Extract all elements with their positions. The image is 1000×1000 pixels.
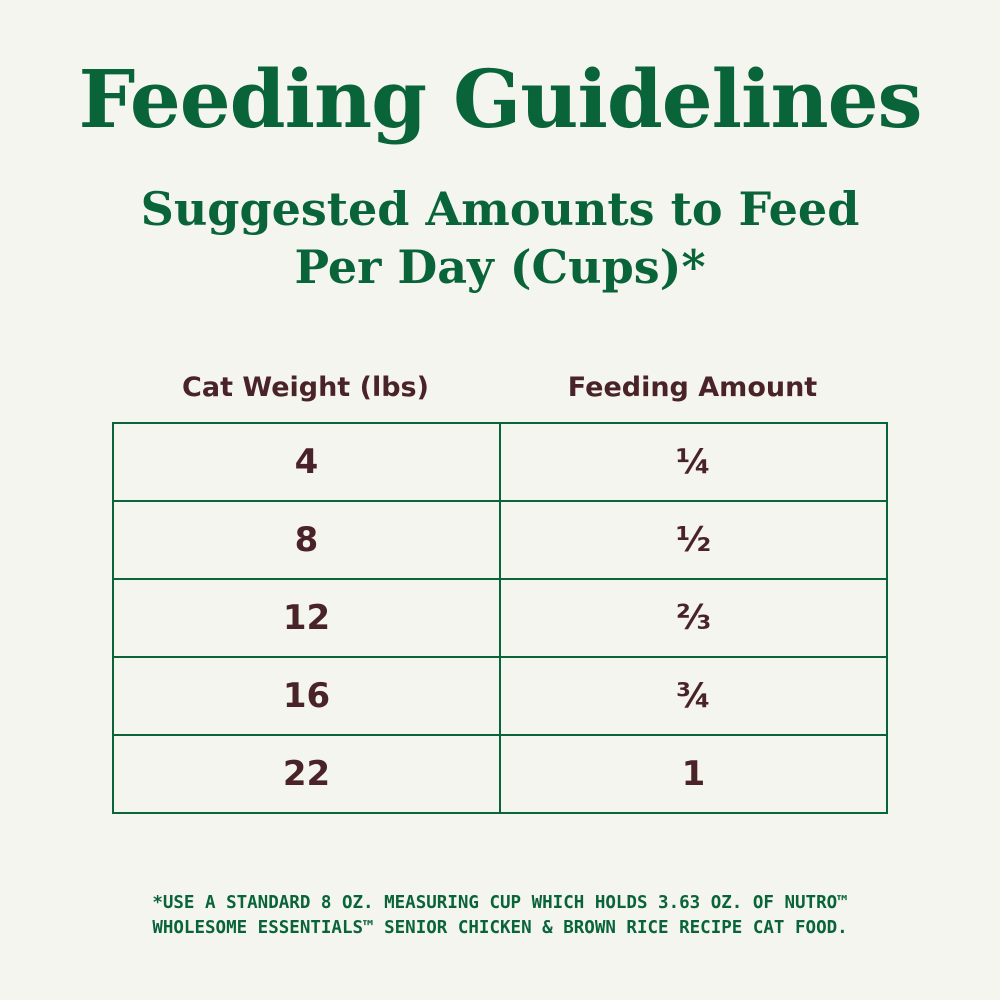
table-row: 22 1: [112, 734, 888, 814]
column-header: Cat Weight (lbs): [182, 372, 429, 403]
column-header: Feeding Amount: [567, 372, 818, 403]
table-row: 12 ⅔: [112, 578, 888, 658]
subtitle: Suggested Amounts to Feed: [140, 182, 860, 236]
table-cell: ⅔: [499, 578, 888, 658]
table-cell: ½: [499, 500, 888, 580]
table-cell: 16: [112, 656, 501, 736]
table-cell: 22: [112, 734, 501, 814]
feeding-table: 4 ¼ 8 ½ 12 ⅔ 16 ¾ 22 1: [112, 422, 888, 814]
title: Feeding Guidelines: [78, 52, 922, 146]
table-cell: 12: [112, 578, 501, 658]
table-cell: 8: [112, 500, 501, 580]
footnote: *USE A STANDARD 8 OZ. MEASURING CUP WHIC…: [152, 893, 848, 913]
table-row: 16 ¾: [112, 656, 888, 736]
table-cell: ¾: [499, 656, 888, 736]
table-cell: 1: [499, 734, 888, 814]
subtitle: Per Day (Cups)*: [294, 240, 706, 294]
table-cell: 4: [112, 422, 501, 502]
table-cell: ¼: [499, 422, 888, 502]
footnote: WHOLESOME ESSENTIALS™ SENIOR CHICKEN & B…: [152, 918, 848, 938]
